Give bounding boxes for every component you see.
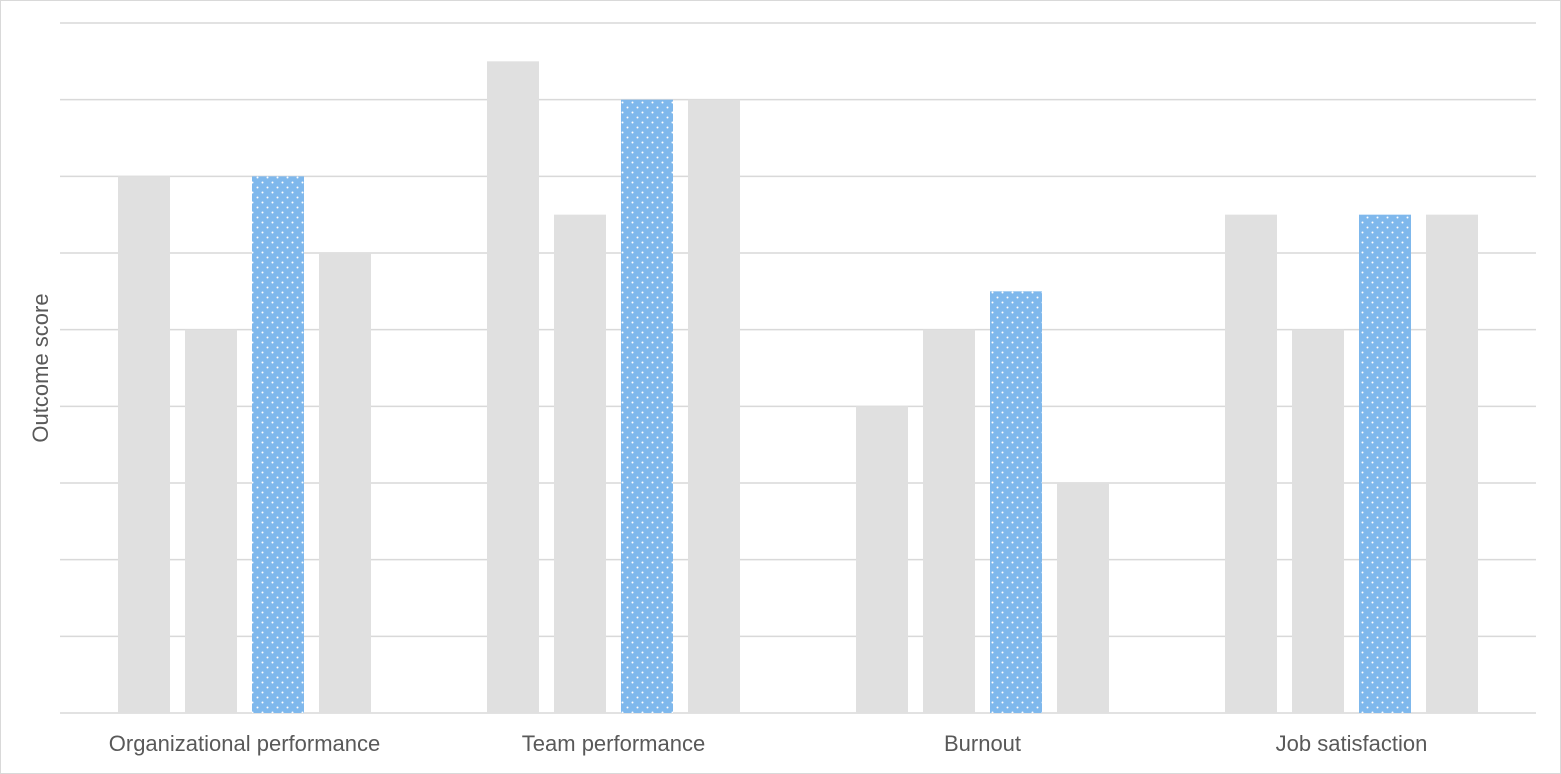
bar [990, 291, 1042, 713]
bar [621, 99, 673, 713]
bar [1426, 214, 1478, 713]
y-axis-label: Outcome score [28, 293, 53, 442]
x-tick-label: Organizational performance [109, 731, 380, 756]
bar [1057, 483, 1109, 713]
bar [688, 99, 740, 713]
x-tick-label: Burnout [944, 731, 1021, 756]
bar [487, 61, 539, 714]
x-tick-label: Team performance [522, 731, 705, 756]
bar [1292, 329, 1344, 713]
bar [118, 176, 170, 714]
bar [1225, 214, 1277, 713]
bar [554, 214, 606, 713]
bar [1359, 214, 1411, 713]
x-tick-label: Job satisfaction [1276, 731, 1428, 756]
bar [923, 329, 975, 713]
bar [856, 406, 908, 713]
bar [252, 176, 304, 714]
bar [185, 329, 237, 713]
bar [319, 253, 371, 713]
